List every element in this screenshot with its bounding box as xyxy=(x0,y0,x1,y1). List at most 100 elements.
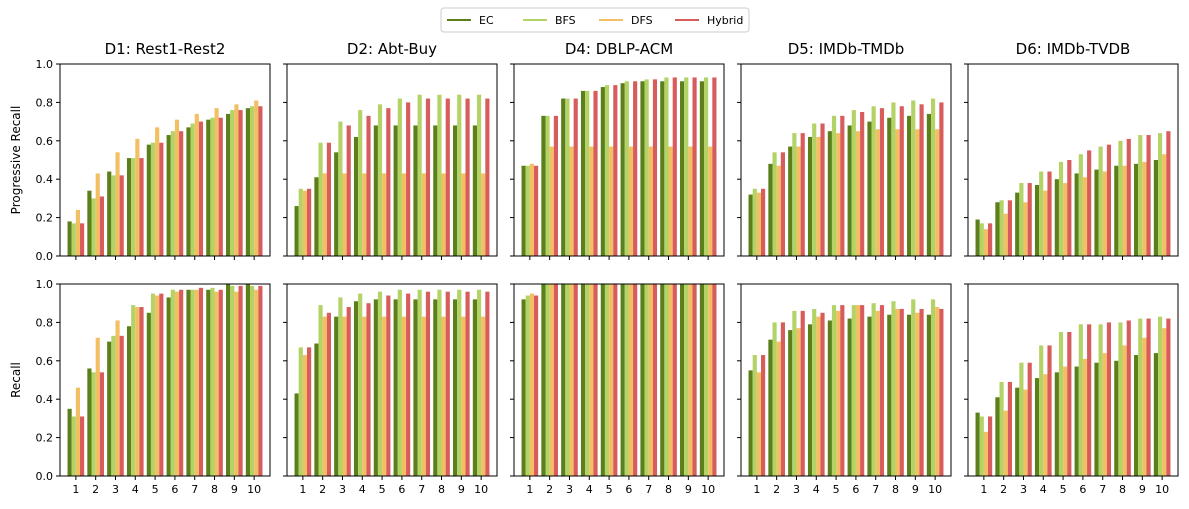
bar-hybrid-7 xyxy=(879,305,885,476)
bar-dfs-9 xyxy=(461,316,466,476)
bar-hybrid-7 xyxy=(652,284,658,476)
bar-hybrid-10 xyxy=(485,291,490,476)
bar-bfs-6 xyxy=(624,81,629,256)
bar-ec-2 xyxy=(995,397,1000,476)
bar-dfs-5 xyxy=(382,316,387,476)
bar-ec-4 xyxy=(126,158,132,256)
bar-hybrid-3 xyxy=(573,284,578,476)
bar-hybrid-8 xyxy=(445,291,450,476)
panel-title-1: D1: Rest1-Rest2 xyxy=(105,40,226,58)
bar-ec-10 xyxy=(1153,160,1158,256)
bar-ec-10 xyxy=(699,284,704,476)
bar-ec-3 xyxy=(1015,387,1020,476)
y-tick-label: 0.4 xyxy=(36,173,54,186)
bar-ec-4 xyxy=(1034,378,1040,476)
bar-ec-7 xyxy=(413,299,418,476)
bar-ec-5 xyxy=(373,299,378,476)
bar-dfs-5 xyxy=(155,127,160,256)
bar-hybrid-5 xyxy=(1067,332,1072,476)
bar-ec-6 xyxy=(393,125,398,256)
bar-dfs-7 xyxy=(648,284,653,476)
bar-hybrid-5 xyxy=(613,284,618,476)
bar-bfs-6 xyxy=(1078,154,1083,256)
bar-hybrid-9 xyxy=(465,291,470,476)
bar-dfs-6 xyxy=(628,146,634,256)
bar-dfs-1 xyxy=(75,209,81,256)
bar-dfs-2 xyxy=(1003,213,1008,256)
bar-ec-8 xyxy=(433,125,438,256)
bar-ec-10 xyxy=(926,113,931,256)
bar-hybrid-3 xyxy=(119,335,124,476)
bar-bfs-8 xyxy=(210,117,215,256)
bar-bfs-1 xyxy=(525,165,530,256)
x-tick-label: 7 xyxy=(1099,483,1106,496)
bar-bfs-8 xyxy=(891,301,896,476)
bar-bfs-3 xyxy=(1019,183,1024,256)
panel-1-row-2: 0.0 0.2 0.4 0.6 0.8 1.0 1 2 3 4 5 6 7 8 9 10 xyxy=(36,278,271,496)
bar-hybrid-1 xyxy=(534,165,539,256)
bar-ec-5 xyxy=(827,320,832,476)
bar-bfs-5 xyxy=(377,291,383,476)
bar-ec-1 xyxy=(294,393,299,476)
bar-bfs-3 xyxy=(111,335,116,476)
bar-bfs-1 xyxy=(979,223,984,256)
bar-hybrid-6 xyxy=(1087,150,1092,256)
x-tick-label: 3 xyxy=(566,483,573,496)
bar-bfs-4 xyxy=(131,158,136,256)
x-tick-label: 2 xyxy=(319,483,326,496)
bar-dfs-10 xyxy=(481,316,486,476)
x-tick-label: 6 xyxy=(1079,483,1086,496)
bar-bfs-10 xyxy=(1157,133,1163,256)
bar-bfs-4 xyxy=(585,90,590,256)
bar-ec-6 xyxy=(1074,366,1079,476)
bar-ec-3 xyxy=(107,341,112,476)
x-tick-label: 8 xyxy=(1119,483,1126,496)
bar-bfs-3 xyxy=(792,310,797,476)
bar-hybrid-3 xyxy=(346,307,351,476)
bar-hybrid-5 xyxy=(840,305,845,476)
bar-bfs-1 xyxy=(525,295,530,476)
bar-ec-8 xyxy=(887,117,892,256)
bar-bfs-6 xyxy=(624,284,629,476)
bar-bfs-3 xyxy=(338,121,343,256)
bar-bfs-10 xyxy=(703,284,709,476)
bar-dfs-2 xyxy=(1003,410,1008,476)
bar-hybrid-7 xyxy=(1106,144,1112,256)
bar-ec-3 xyxy=(334,152,339,256)
bar-hybrid-10 xyxy=(712,284,717,476)
x-tick-label: 6 xyxy=(171,483,178,496)
bar-hybrid-7 xyxy=(652,79,658,256)
bar-dfs-8 xyxy=(441,173,446,256)
bar-ec-7 xyxy=(186,289,191,476)
bar-hybrid-4 xyxy=(593,90,598,256)
bar-bfs-2 xyxy=(545,115,550,256)
bar-dfs-10 xyxy=(708,146,713,256)
bar-hybrid-9 xyxy=(1146,318,1151,476)
x-tick-label: 4 xyxy=(132,483,139,496)
bar-bfs-6 xyxy=(1078,324,1083,476)
bar-hybrid-4 xyxy=(366,115,371,256)
bar-bfs-8 xyxy=(891,102,896,257)
bar-ec-5 xyxy=(827,131,832,256)
bar-dfs-10 xyxy=(935,307,940,476)
bar-dfs-8 xyxy=(214,291,219,476)
bar-ec-1 xyxy=(975,219,980,256)
bar-hybrid-10 xyxy=(258,106,263,257)
bar-ec-10 xyxy=(245,108,250,256)
bar-bfs-4 xyxy=(812,308,817,476)
bar-dfs-10 xyxy=(481,173,486,256)
x-tick-label: 3 xyxy=(1020,483,1027,496)
bar-ec-2 xyxy=(541,284,546,476)
bar-ec-9 xyxy=(907,115,912,256)
y-tick-label: 0.6 xyxy=(36,135,54,148)
legend-label-ec: EC xyxy=(479,14,494,27)
bar-ec-8 xyxy=(206,119,211,257)
bar-bfs-5 xyxy=(831,305,837,476)
bar-dfs-8 xyxy=(1122,345,1127,476)
bar-hybrid-2 xyxy=(1007,381,1012,476)
legend-frame xyxy=(440,7,750,33)
bar-ec-4 xyxy=(580,284,586,476)
bar-ec-10 xyxy=(472,299,477,476)
bar-hybrid-2 xyxy=(326,312,331,476)
axes-frame xyxy=(967,63,1179,257)
